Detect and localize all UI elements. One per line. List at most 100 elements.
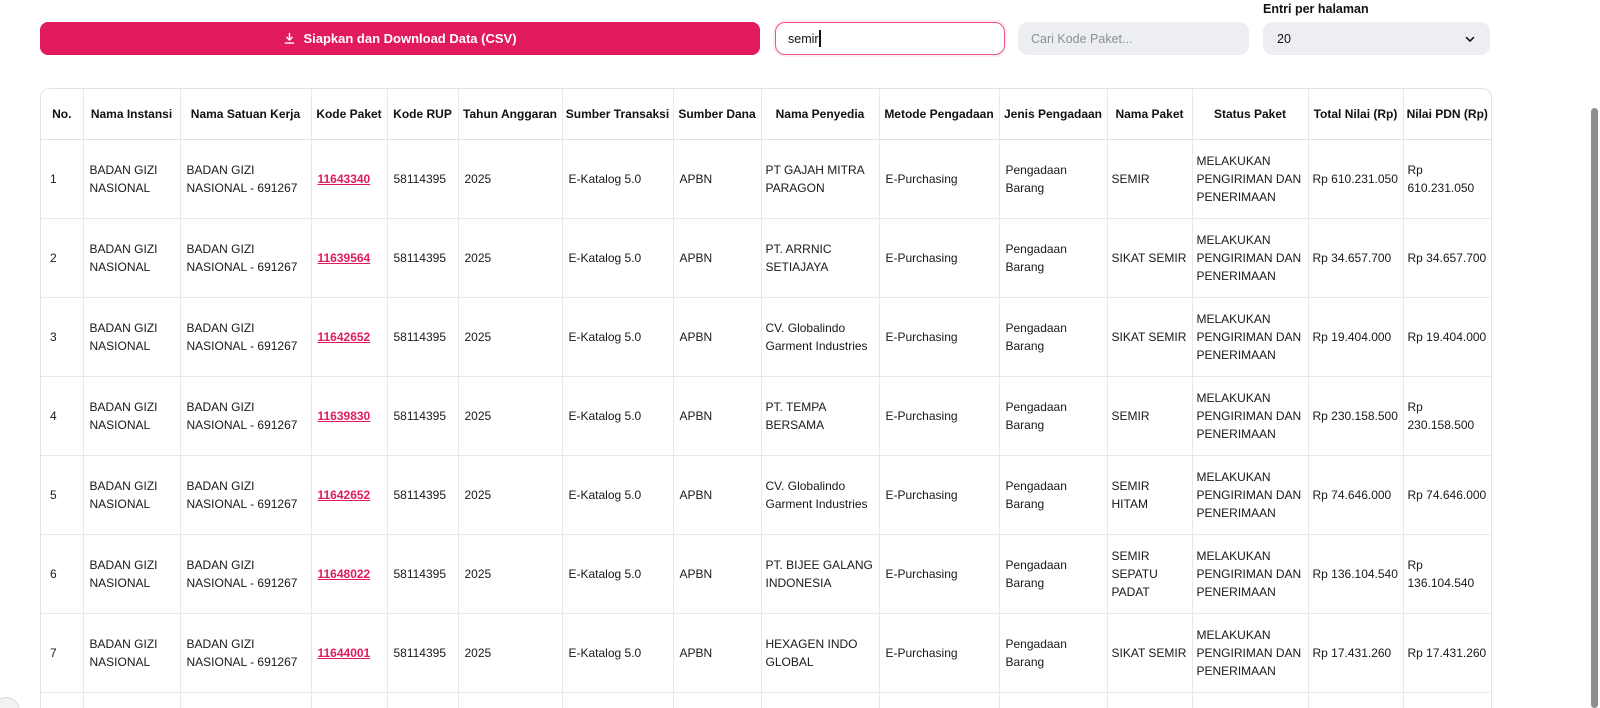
- cell-nama-satuan-kerja: BADAN GIZI NASIONAL - 691267: [180, 613, 312, 693]
- table-row-partial: [41, 692, 1491, 708]
- cell-nama-instansi: BADAN GIZI NASIONAL: [83, 455, 181, 535]
- cell-nilai-pdn: Rp 74.646.000: [1403, 455, 1491, 535]
- cell-total-nilai: Rp 230.158.500: [1308, 376, 1404, 456]
- cell-status-paket: MELAKUKAN PENGIRIMAN DAN PENERIMAAN: [1192, 534, 1309, 614]
- column-header-nama-paket: Nama Paket: [1107, 89, 1193, 140]
- column-header-tahun-anggaran: Tahun Anggaran: [458, 89, 563, 140]
- cell-sumber-dana: APBN: [673, 455, 762, 535]
- cell-kode-paket: 11639564: [311, 218, 388, 298]
- cell-metode-pengadaan: E-Purchasing: [879, 376, 1000, 456]
- cell-sumber-dana: APBN: [673, 613, 762, 693]
- cell-nama-paket: SEMIR HITAM: [1107, 455, 1193, 535]
- column-header-nama-instansi: Nama Instansi: [83, 89, 181, 140]
- cell-nama-paket: SEMIR: [1107, 139, 1193, 219]
- cell-nama-instansi: BADAN GIZI NASIONAL: [83, 297, 181, 377]
- cell-kode-rup: 58114395: [387, 376, 459, 456]
- cell-nilai-pdn: Rp 34.657.700: [1403, 218, 1491, 298]
- kode-paket-link[interactable]: 11644001: [317, 645, 371, 660]
- cell-kode-rup: 58114395: [387, 613, 459, 693]
- table-row: 1 BADAN GIZI NASIONAL BADAN GIZI NASIONAL …: [41, 139, 1491, 219]
- cell-total-nilai: Rp 610.231.050: [1308, 139, 1404, 219]
- cell-sumber-dana: APBN: [673, 376, 762, 456]
- cell-nama-instansi: BADAN GIZI NASIONAL: [83, 139, 181, 219]
- cell-nama-satuan-kerja: BADAN GIZI NASIONAL - 691267: [180, 297, 312, 377]
- cell-tahun-anggaran: 2025: [458, 455, 563, 535]
- cell-jenis-pengadaan: Pengadaan Barang: [999, 455, 1108, 535]
- cell-sumber-dana: APBN: [673, 534, 762, 614]
- cell-metode-pengadaan: E-Purchasing: [879, 218, 1000, 298]
- kode-paket-link[interactable]: 11642652: [317, 487, 371, 502]
- cell-jenis-pengadaan: Pengadaan Barang: [999, 297, 1108, 377]
- cell-no: 3: [41, 297, 84, 377]
- cell-nama-penyedia: PT. BIJEE GALANG INDONESIA: [761, 534, 880, 614]
- cell-sumber-dana: APBN: [673, 297, 762, 377]
- table-row: 5 BADAN GIZI NASIONAL BADAN GIZI NASIONAL …: [41, 455, 1491, 535]
- cell-sumber-transaksi: E-Katalog 5.0: [562, 613, 674, 693]
- cell-kode-rup: 58114395: [387, 139, 459, 219]
- results-table: No. Nama Instansi Nama Satuan Kerja Kode Pa…: [41, 89, 1491, 708]
- cell-no: 5: [41, 455, 84, 535]
- cell-jenis-pengadaan: Pengadaan Barang: [999, 613, 1108, 693]
- floating-corner-button[interactable]: [0, 697, 20, 708]
- column-header-metode-pengadaan: Metode Pengadaan: [879, 89, 1000, 140]
- column-header-nama-satuan-kerja: Nama Satuan Kerja: [180, 89, 312, 140]
- cell-sumber-transaksi: E-Katalog 5.0: [562, 455, 674, 535]
- search-input[interactable]: [775, 22, 1005, 55]
- cell-no: 2: [41, 218, 84, 298]
- cell-nama-satuan-kerja: BADAN GIZI NASIONAL - 691267: [180, 218, 312, 298]
- table-row: 2 BADAN GIZI NASIONAL BADAN GIZI NASIONAL …: [41, 218, 1491, 298]
- cell-status-paket: MELAKUKAN PENGIRIMAN DAN PENERIMAAN: [1192, 297, 1309, 377]
- cell-nama-paket: SIKAT SEMIR: [1107, 218, 1193, 298]
- column-header-nama-penyedia: Nama Penyedia: [761, 89, 880, 140]
- cell-kode-paket: 11639830: [311, 376, 388, 456]
- column-header-status-paket: Status Paket: [1192, 89, 1309, 140]
- cell-nama-penyedia: CV. Globalindo Garment Industries: [761, 455, 880, 535]
- cell-total-nilai: Rp 74.646.000: [1308, 455, 1404, 535]
- cell-tahun-anggaran: 2025: [458, 139, 563, 219]
- kode-paket-search-input[interactable]: [1018, 22, 1249, 55]
- download-csv-button[interactable]: Siapkan dan Download Data (CSV): [40, 22, 760, 55]
- cell-no: 4: [41, 376, 84, 456]
- cell-nilai-pdn: Rp 230.158.500: [1403, 376, 1491, 456]
- entries-per-page-value: 20: [1277, 31, 1291, 46]
- cell-nilai-pdn: Rp 136.104.540: [1403, 534, 1491, 614]
- column-header-sumber-transaksi: Sumber Transaksi: [562, 89, 674, 140]
- results-table-container: No. Nama Instansi Nama Satuan Kerja Kode Pa…: [40, 88, 1492, 708]
- cell-sumber-dana: APBN: [673, 218, 762, 298]
- cell-metode-pengadaan: E-Purchasing: [879, 455, 1000, 535]
- cell-metode-pengadaan: E-Purchasing: [879, 613, 1000, 693]
- cell-nama-paket: SEMIR SEPATU PADAT: [1107, 534, 1193, 614]
- table-row: 3 BADAN GIZI NASIONAL BADAN GIZI NASIONAL …: [41, 297, 1491, 377]
- cell-nilai-pdn: Rp 19.404.000: [1403, 297, 1491, 377]
- table-header-row: No. Nama Instansi Nama Satuan Kerja Kode Pa…: [41, 89, 1491, 140]
- cell-nama-penyedia: PT. ARRNIC SETIAJAYA: [761, 218, 880, 298]
- text-cursor: [819, 30, 821, 47]
- kode-paket-link[interactable]: 11639830: [317, 408, 371, 423]
- kode-paket-link[interactable]: 11639564: [317, 250, 371, 265]
- cell-sumber-transaksi: E-Katalog 5.0: [562, 534, 674, 614]
- cell-tahun-anggaran: 2025: [458, 534, 563, 614]
- kode-paket-link[interactable]: 11643340: [317, 171, 371, 186]
- kode-paket-link[interactable]: 11642652: [317, 329, 371, 344]
- table-row: 6 BADAN GIZI NASIONAL BADAN GIZI NASIONAL …: [41, 534, 1491, 614]
- kode-paket-link[interactable]: 11648022: [317, 566, 371, 581]
- cell-sumber-transaksi: E-Katalog 5.0: [562, 139, 674, 219]
- entries-per-page-select[interactable]: 20: [1263, 22, 1490, 55]
- vertical-scrollbar[interactable]: [1591, 108, 1598, 708]
- column-header-kode-rup: Kode RUP: [387, 89, 459, 140]
- cell-metode-pengadaan: E-Purchasing: [879, 139, 1000, 219]
- column-header-sumber-dana: Sumber Dana: [673, 89, 762, 140]
- cell-nilai-pdn: Rp 610.231.050: [1403, 139, 1491, 219]
- cell-tahun-anggaran: 2025: [458, 218, 563, 298]
- download-button-label: Siapkan dan Download Data (CSV): [303, 31, 517, 46]
- cell-kode-paket: 11644001: [311, 613, 388, 693]
- cell-kode-rup: 58114395: [387, 455, 459, 535]
- cell-nama-satuan-kerja: BADAN GIZI NASIONAL - 691267: [180, 139, 312, 219]
- column-header-kode-paket: Kode Paket: [311, 89, 388, 140]
- cell-tahun-anggaran: 2025: [458, 376, 563, 456]
- search-field-wrap: [775, 22, 1005, 55]
- download-icon: [283, 32, 296, 45]
- table-row: 7 BADAN GIZI NASIONAL BADAN GIZI NASIONAL …: [41, 613, 1491, 693]
- cell-metode-pengadaan: E-Purchasing: [879, 297, 1000, 377]
